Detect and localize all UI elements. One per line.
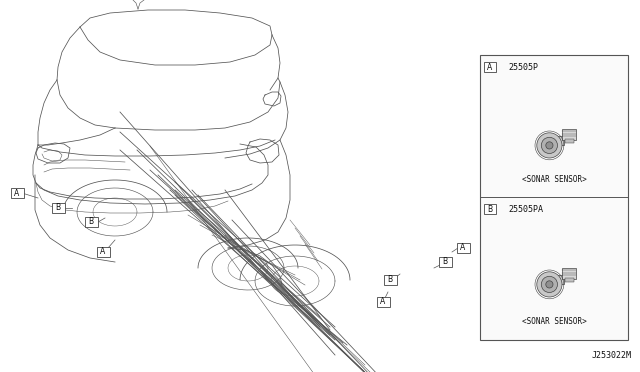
Text: A: A bbox=[100, 247, 106, 257]
Text: B: B bbox=[88, 218, 93, 227]
Bar bbox=[456, 243, 470, 253]
Circle shape bbox=[541, 276, 557, 292]
Text: J253022M: J253022M bbox=[592, 351, 632, 360]
Bar bbox=[549, 137, 564, 145]
Text: A: A bbox=[488, 62, 493, 71]
Text: <SONAR SENSOR>: <SONAR SENSOR> bbox=[522, 174, 586, 183]
Bar bbox=[84, 217, 97, 227]
Bar bbox=[484, 204, 496, 214]
Bar bbox=[383, 275, 397, 285]
Text: B: B bbox=[442, 257, 447, 266]
Circle shape bbox=[537, 272, 562, 297]
Circle shape bbox=[546, 142, 553, 149]
Bar bbox=[562, 129, 577, 140]
Bar bbox=[438, 257, 451, 267]
Text: 25505PA: 25505PA bbox=[508, 205, 543, 214]
Circle shape bbox=[537, 133, 562, 158]
Bar bbox=[97, 247, 109, 257]
Bar bbox=[564, 278, 573, 282]
Text: A: A bbox=[460, 244, 466, 253]
Bar bbox=[564, 139, 573, 143]
Bar bbox=[484, 62, 496, 72]
Bar bbox=[562, 268, 577, 279]
Text: A: A bbox=[380, 298, 386, 307]
Text: B: B bbox=[56, 203, 61, 212]
Circle shape bbox=[541, 137, 557, 154]
Text: B: B bbox=[387, 276, 392, 285]
Bar bbox=[549, 275, 564, 285]
Text: 25505P: 25505P bbox=[508, 62, 538, 71]
Bar bbox=[376, 297, 390, 307]
Bar bbox=[51, 203, 65, 213]
Bar bbox=[10, 188, 24, 198]
Bar bbox=[480, 55, 628, 340]
Text: <SONAR SENSOR>: <SONAR SENSOR> bbox=[522, 317, 586, 327]
Circle shape bbox=[546, 281, 553, 288]
Text: A: A bbox=[14, 189, 20, 198]
Text: B: B bbox=[488, 205, 493, 214]
